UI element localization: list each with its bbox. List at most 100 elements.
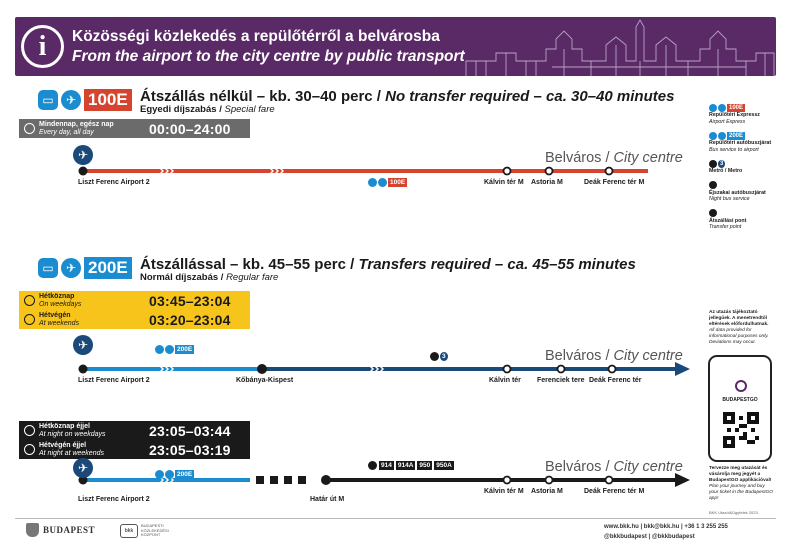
header-title-en: From the airport to the city centre by p…: [72, 48, 465, 65]
bkk-name: BUDAPESTI KÖZLEKEDÉSI KÖZPONT: [141, 523, 169, 538]
app-promo-en: Plan your journey and buy your ticket in…: [709, 484, 773, 501]
city-label-hu: Belváros: [545, 459, 602, 475]
contact-info: www.bkk.hu | bkk@bkk.hu | +36 1 3 255 25…: [604, 522, 728, 542]
time-box-100e: Mindennap, egész nap Every day, all day 0…: [19, 119, 250, 138]
bus-icon: [709, 103, 717, 112]
header-banner: i Közösségi közlekedés a repülőtérről a …: [15, 17, 776, 76]
plane-icon: [165, 345, 174, 354]
legend-label-en: Night bus service: [709, 196, 750, 202]
direction-arrow: [675, 362, 690, 376]
legend-item-200e: 200E Repülőtéri autóbuszjárat Bus service…: [709, 131, 775, 153]
budapest-wordmark: BUDAPEST: [43, 525, 96, 535]
route-200e-mini-badge: 200E: [155, 345, 195, 354]
route-100e-fare-hu: Egyedi díjszabás: [140, 104, 217, 115]
time-label-hu: Hétköznap éjjel: [39, 422, 90, 430]
route-100e-mini-badge: 100E: [368, 178, 408, 187]
plane-icon: [718, 131, 726, 140]
night-bus-number: 950: [417, 461, 433, 470]
stop-dot: [604, 475, 614, 485]
mini-badge-label: 100E: [388, 178, 408, 187]
legend-label-hu: Repülőtéri autóbuszjárat: [709, 140, 772, 146]
social-line[interactable]: @bkkbudapest | @bkkbudapest: [604, 534, 695, 540]
night-bus-icon: [709, 181, 717, 189]
bus-icon: [155, 470, 164, 479]
time-box-weekdays: Hétköznap On weekdays 03:45–23:04: [19, 291, 250, 310]
direction-chevrons: [159, 167, 284, 175]
legend-item-metro: 3 Metró / Metro: [709, 159, 775, 175]
plane-icon: ✈: [61, 258, 81, 278]
coat-of-arms-icon: [26, 523, 39, 537]
metro-mini-badge: 3: [430, 352, 448, 361]
time-label-en: Every day, all day: [39, 128, 94, 136]
stop-label: Kálvin tér: [489, 377, 521, 384]
metro-icon: [430, 352, 439, 361]
plane-icon: ✈: [73, 458, 93, 478]
route-200e-title: Átszállással – kb. 45–55 perc / Transfer…: [140, 256, 636, 273]
time-label: Mindennap, egész nap Every day, all day: [39, 121, 149, 137]
time-label-hu: Mindennap, egész nap: [39, 120, 114, 128]
time-label-en: At night on weekdays: [39, 430, 106, 438]
stop-label: Deák Ferenc tér M: [584, 488, 645, 495]
route-200e-night-mini-badge: 200E: [155, 470, 195, 479]
stop-label: Liszt Ferenc Airport 2: [78, 496, 150, 503]
contact-line[interactable]: www.bkk.hu | bkk@bkk.hu | +36 1 3 255 25…: [604, 524, 728, 530]
legend-label-en: Transfer point: [709, 224, 742, 230]
time-label-en: At night at weekends: [39, 449, 104, 457]
app-promo-note: Tervezze meg utazását és vásárolja meg j…: [709, 466, 775, 502]
legend-badge: 200E: [727, 131, 746, 140]
bus-icon: ▭: [38, 90, 58, 110]
sun-icon: [24, 314, 35, 325]
route-100e-title: Átszállás nélkül – kb. 30–40 perc / No t…: [140, 88, 675, 105]
route-100e-title-en: No transfer required – ca. 30–40 minutes: [385, 88, 675, 105]
route-100e-fare: Egyedi díjszabás / Special fare: [140, 104, 275, 115]
stop-dot: [604, 166, 614, 176]
time-range: 03:20–23:04: [149, 311, 231, 328]
time-label: Hétvégén At weekends: [39, 312, 149, 328]
route-200e-fare-hu: Normál díjszabás: [140, 272, 219, 283]
stop-dot: [78, 364, 88, 374]
qr-code[interactable]: [723, 412, 759, 448]
night-bus-badges: 914 914A 950 950A: [368, 461, 454, 470]
city-label-hu: Belváros: [545, 348, 602, 364]
city-centre-label: Belváros / City centre: [545, 150, 683, 166]
route-100e-badge: 100E: [84, 89, 132, 111]
route-200e-fare-en: Regular fare: [226, 272, 279, 283]
bkk-logo-mark: bkk: [120, 524, 138, 538]
legend-label-en: Airport Express: [709, 118, 746, 125]
stop-label: Határ út M: [310, 496, 345, 503]
city-label-en: City centre: [613, 348, 683, 364]
disclaimer-en: All data provided for informational purp…: [709, 328, 769, 345]
route-200e-title-en: Transfers required – ca. 45–55 minutes: [358, 256, 636, 273]
night-bus-number: 914: [379, 461, 394, 470]
route-200e-icons: ▭ ✈ 200E: [38, 257, 132, 279]
transfer-point: [321, 475, 331, 485]
sun-icon: [24, 295, 35, 306]
stop-label: Ferenciek tere: [537, 377, 585, 384]
app-promo-hu: Tervezze meg utazását és vásárolja meg j…: [709, 466, 772, 483]
bus-icon: ▭: [38, 258, 58, 278]
time-label: Hétköznap éjjel At night on weekdays: [39, 423, 149, 439]
night-bus-number: 950A: [434, 461, 454, 470]
metro-line-number: 3: [440, 352, 448, 361]
disclaimer-hu: Az utazás tájékoztató jellegűek. A menet…: [709, 310, 769, 327]
route-200e-badge: 200E: [84, 257, 132, 279]
stop-dot: [502, 475, 512, 485]
plane-icon: ✈: [73, 335, 93, 355]
plane-icon: [718, 103, 726, 112]
direction-chevrons: [159, 365, 384, 373]
legend-label-hu: Metró / Metro: [709, 168, 743, 174]
night-bus-number: 914A: [395, 461, 416, 470]
route-100e-icons: ▭ ✈ 100E: [38, 89, 132, 111]
time-label-hu: Hétvégén: [39, 311, 71, 319]
budapestgo-phone-illustration: BUDAPESTGO: [708, 355, 772, 462]
legend-item-100e: 100E Repülőtéri Expressz Airport Express: [709, 103, 775, 125]
time-label-hu: Hétvégén éjjel: [39, 441, 87, 449]
moon-icon: [24, 444, 35, 455]
time-range: 00:00–24:00: [149, 120, 231, 137]
city-centre-label: Belváros / City centre: [545, 348, 683, 364]
stop-dot: [544, 475, 554, 485]
time-box-night-weekends: Hétvégén éjjel At night at weekends 23:05…: [19, 440, 250, 459]
bus-icon: [368, 178, 377, 187]
legend-item-night-bus: Éjszakai autóbuszjárat Night bus service: [709, 181, 775, 203]
